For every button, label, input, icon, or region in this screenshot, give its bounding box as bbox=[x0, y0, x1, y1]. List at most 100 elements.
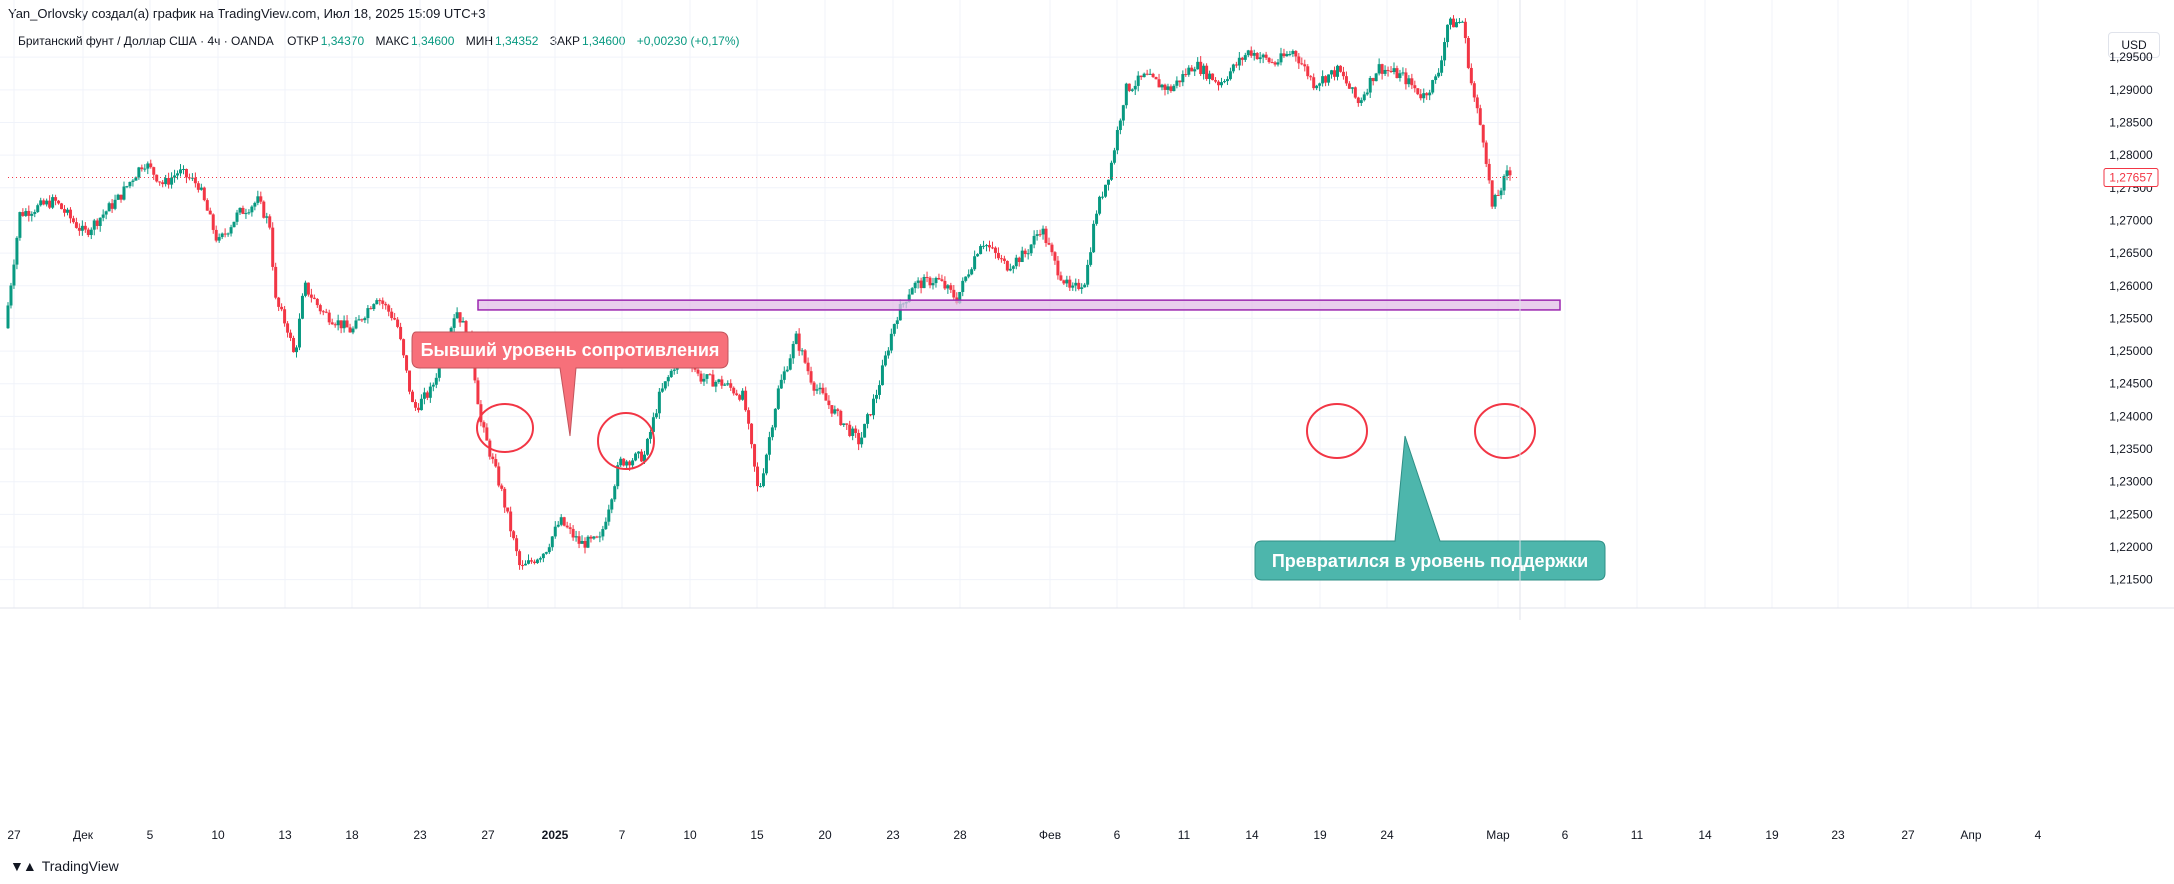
candle-body bbox=[312, 297, 316, 299]
candle-body bbox=[1437, 72, 1441, 77]
candle-body bbox=[1380, 64, 1384, 74]
candle-body bbox=[1315, 85, 1319, 89]
candle-body bbox=[761, 473, 765, 487]
candle-body bbox=[232, 221, 236, 228]
candle-body bbox=[247, 212, 251, 214]
candle-body bbox=[277, 297, 281, 307]
candle-body bbox=[616, 465, 620, 487]
candle-body bbox=[883, 355, 887, 366]
candle-body bbox=[18, 212, 22, 238]
candle-body bbox=[503, 488, 507, 508]
candle-body bbox=[565, 525, 569, 528]
high-value: 1,34600 bbox=[411, 34, 455, 48]
candle-body bbox=[33, 211, 37, 214]
candle-body bbox=[1065, 279, 1069, 284]
candle-body bbox=[98, 217, 102, 226]
candle-body bbox=[1166, 86, 1170, 90]
candle-body bbox=[321, 311, 325, 313]
candle-body bbox=[1071, 285, 1075, 288]
candle-body bbox=[836, 409, 840, 411]
x-tick-label: 10 bbox=[211, 828, 225, 842]
candle-body bbox=[610, 499, 614, 510]
support-resistance-zone[interactable] bbox=[477, 299, 1561, 311]
candle-body bbox=[818, 387, 822, 390]
highlight-circle[interactable] bbox=[476, 403, 534, 453]
candle-body bbox=[193, 177, 197, 184]
candle-body bbox=[1422, 93, 1426, 99]
candle-body bbox=[1330, 70, 1334, 75]
candle-body bbox=[131, 180, 135, 182]
y-tick-label: 1,29500 bbox=[2109, 50, 2153, 64]
candle-body bbox=[357, 319, 361, 321]
candle-body bbox=[68, 209, 72, 219]
candle-body bbox=[708, 374, 712, 376]
y-tick-label: 1,28000 bbox=[2109, 148, 2153, 162]
candle-body bbox=[952, 289, 956, 298]
candle-body bbox=[628, 461, 632, 466]
currency-button[interactable]: USD bbox=[2108, 32, 2160, 58]
candle-body bbox=[895, 320, 899, 325]
candle-body bbox=[176, 173, 180, 176]
candle-body bbox=[1121, 105, 1125, 121]
brand[interactable]: ▼▲ TradingView bbox=[10, 858, 119, 874]
candle-body bbox=[39, 200, 43, 206]
candle-body bbox=[1368, 77, 1372, 93]
candle-body bbox=[363, 318, 367, 321]
candle-body bbox=[640, 451, 644, 462]
candle-body bbox=[179, 169, 183, 174]
brand-name: TradingView bbox=[41, 858, 119, 874]
symbol-name[interactable]: Британский фунт / Доллар США · 4ч · OAND… bbox=[18, 34, 274, 48]
close-value: 1,34600 bbox=[582, 34, 626, 48]
candle-body bbox=[1139, 75, 1143, 78]
candle-body bbox=[607, 509, 611, 522]
candle-body bbox=[1175, 80, 1179, 86]
x-tick-label: 24 bbox=[1380, 828, 1394, 842]
highlight-circle[interactable] bbox=[1474, 403, 1536, 459]
x-tick-label: 20 bbox=[818, 828, 832, 842]
candle-body bbox=[1172, 85, 1176, 92]
candle-body bbox=[1187, 67, 1191, 75]
y-tick-label: 1,25500 bbox=[2109, 311, 2153, 325]
candle-body bbox=[1478, 108, 1482, 125]
candle-body bbox=[146, 163, 150, 169]
low-label: МИН bbox=[465, 34, 494, 48]
candle-body bbox=[464, 321, 468, 339]
candle-body bbox=[1481, 124, 1485, 143]
candle-body bbox=[1451, 18, 1455, 28]
candle-body bbox=[1297, 56, 1301, 64]
candle-body bbox=[809, 371, 813, 383]
candle-body bbox=[1228, 71, 1232, 80]
candle-body bbox=[1341, 71, 1345, 77]
x-tick-label: Фев bbox=[1039, 828, 1061, 842]
candle-body bbox=[625, 461, 629, 466]
candle-body bbox=[872, 398, 876, 416]
candle-body bbox=[315, 298, 319, 306]
candle-body bbox=[1410, 78, 1414, 86]
candle-body bbox=[161, 182, 165, 185]
candle-body bbox=[71, 218, 75, 223]
candle-body bbox=[1285, 54, 1289, 57]
x-tick-label: 5 bbox=[147, 828, 154, 842]
candle-body bbox=[348, 327, 352, 333]
candle-body bbox=[372, 304, 376, 310]
candle-body bbox=[741, 390, 745, 400]
candle-body bbox=[1333, 70, 1337, 77]
y-tick-label: 1,26000 bbox=[2109, 279, 2153, 293]
candle-body bbox=[1440, 60, 1444, 73]
tradingview-logo-icon: ▼▲ bbox=[10, 858, 37, 874]
candle-body bbox=[280, 306, 284, 310]
highlight-circle[interactable] bbox=[597, 412, 655, 470]
candle-body bbox=[300, 295, 304, 319]
candle-body bbox=[80, 225, 84, 231]
resistance-callout[interactable] bbox=[411, 331, 729, 437]
support-callout[interactable] bbox=[1254, 435, 1606, 581]
candle-body bbox=[800, 350, 804, 352]
candle-body bbox=[187, 177, 191, 179]
open-label: ОТКР bbox=[287, 34, 319, 48]
x-tick-label: 11 bbox=[1631, 828, 1644, 842]
highlight-circle[interactable] bbox=[1306, 403, 1368, 459]
candles-layer bbox=[6, 15, 1520, 570]
candle-body bbox=[330, 322, 334, 325]
candle-body bbox=[173, 175, 177, 178]
